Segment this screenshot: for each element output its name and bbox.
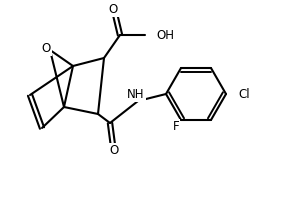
Text: O: O: [110, 145, 119, 157]
Text: O: O: [108, 3, 118, 15]
Text: O: O: [41, 42, 51, 54]
Text: Cl: Cl: [238, 88, 250, 101]
Text: F: F: [173, 120, 179, 133]
Text: NH: NH: [127, 88, 145, 101]
Text: OH: OH: [156, 29, 174, 42]
